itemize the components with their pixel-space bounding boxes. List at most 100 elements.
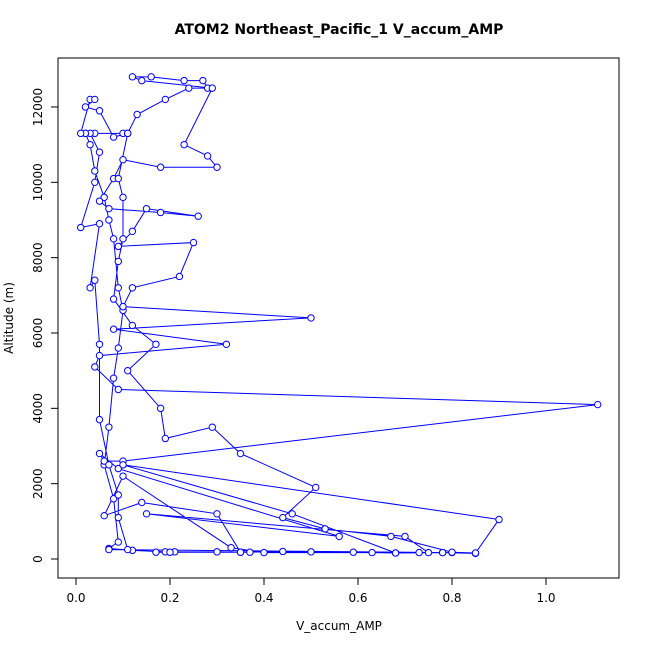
data-point: [194, 212, 202, 220]
data-point: [105, 545, 113, 554]
data-point: [91, 363, 99, 371]
data-point: [119, 193, 127, 202]
data-point: [124, 129, 132, 138]
y-tick-label: 0: [31, 555, 45, 563]
data-point: [100, 193, 108, 202]
data-point: [95, 220, 104, 228]
data-point: [368, 548, 376, 557]
data-point: [471, 549, 480, 557]
data-point: [133, 110, 141, 119]
data-point: [307, 314, 315, 322]
data-point: [387, 532, 395, 541]
data-point: [307, 548, 315, 556]
data-point: [438, 548, 447, 557]
data-point: [189, 238, 198, 247]
data-point: [95, 449, 104, 458]
y-tick-label: 6000: [31, 318, 45, 349]
data-point: [91, 276, 99, 284]
data-point: [156, 163, 165, 171]
x-tick-label: 0.8: [442, 591, 461, 605]
data-point: [213, 510, 221, 518]
y-tick-label: 10000: [31, 163, 45, 201]
data-point: [105, 204, 113, 213]
data-point: [124, 545, 132, 554]
data-point: [105, 423, 113, 431]
data-point: [114, 284, 123, 292]
data-point: [391, 549, 400, 557]
data-point: [119, 302, 127, 311]
data-point: [105, 216, 113, 224]
data-point: [213, 163, 221, 171]
data-point: [161, 434, 170, 443]
x-tick-label: 0.2: [160, 591, 179, 605]
data-point: [166, 548, 174, 556]
data-point: [213, 548, 221, 556]
data-point: [86, 284, 94, 292]
data-point: [401, 532, 409, 541]
data-point: [114, 385, 123, 394]
y-tick-label: 12000: [31, 88, 45, 126]
data-point: [246, 548, 254, 556]
data-point: [349, 548, 358, 556]
x-tick-label: 0.6: [348, 591, 367, 605]
data-point: [124, 366, 132, 375]
data-point: [260, 548, 268, 557]
data-point: [95, 197, 104, 205]
y-axis-label: Altitude (m): [2, 282, 16, 354]
x-axis-label: V_accum_AMP: [296, 619, 382, 633]
data-point: [128, 73, 137, 81]
data-point: [208, 423, 217, 431]
data-point: [100, 511, 108, 520]
data-point: [288, 510, 296, 518]
data-point: [114, 344, 123, 352]
data-point: [180, 76, 188, 85]
data-point: [185, 84, 193, 92]
data-point: [114, 242, 123, 251]
data-point: [279, 513, 287, 522]
data-point: [203, 152, 212, 160]
data-point: [91, 167, 99, 175]
data-point: [114, 174, 123, 183]
data-point: [227, 544, 235, 552]
data-point: [152, 548, 160, 556]
data-point: [119, 235, 127, 243]
y-tick-label: 8000: [31, 242, 45, 273]
data-point: [448, 548, 456, 556]
data-point: [119, 461, 127, 469]
data-point: [109, 495, 118, 503]
data-point: [180, 140, 188, 149]
data-point: [91, 95, 99, 104]
data-point: [424, 548, 433, 557]
data-point: [594, 400, 602, 409]
data-point: [142, 204, 151, 213]
data-point: [142, 510, 151, 518]
data-point: [147, 73, 155, 81]
data-point: [335, 532, 343, 541]
data-point: [415, 548, 423, 557]
data-point: [114, 538, 123, 546]
data-point: [128, 227, 137, 235]
data-point: [236, 449, 245, 458]
data-point: [95, 107, 104, 115]
data-point: [95, 148, 104, 156]
data-point: [199, 76, 207, 85]
data-point: [95, 351, 104, 360]
data-point: [109, 133, 118, 141]
data-point: [109, 325, 118, 333]
data-point: [81, 103, 90, 111]
data-point: [114, 513, 123, 522]
data-point: [321, 525, 329, 533]
data-point: [152, 340, 160, 348]
x-tick-label: 0.0: [66, 591, 85, 605]
data-point: [279, 547, 287, 556]
data-point: [95, 340, 104, 348]
data-point: [114, 257, 123, 266]
data-point: [208, 84, 217, 92]
data-point: [100, 457, 108, 465]
data-point: [77, 129, 85, 138]
data-point: [119, 472, 127, 480]
data-point: [109, 374, 118, 382]
data-point: [236, 548, 245, 556]
data-point: [156, 208, 165, 217]
